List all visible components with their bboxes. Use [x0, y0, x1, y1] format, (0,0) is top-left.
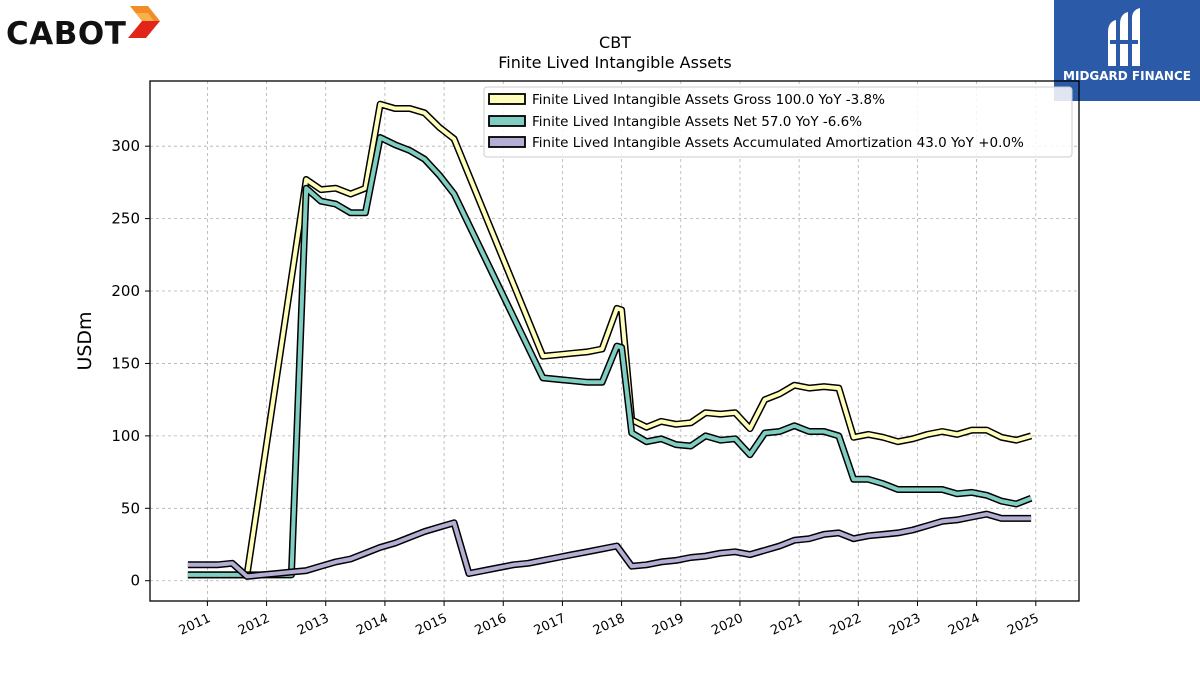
series-amortization: [187, 510, 1032, 580]
legend-label-gross: Finite Lived Intangible Assets Gross 100…: [532, 92, 885, 108]
y-tick-label: 100: [111, 427, 140, 445]
x-tick-label: 2011: [177, 611, 213, 639]
legend: Finite Lived Intangible Assets Gross 100…: [483, 86, 1073, 158]
y-tick-label: 250: [111, 210, 140, 228]
chart-title: CBT: [599, 33, 631, 52]
x-tick-label: 2021: [768, 611, 804, 639]
x-tick-label: 2012: [236, 611, 272, 639]
x-tick-label: 2018: [591, 611, 627, 639]
cabot-logo-text: CABOT: [6, 16, 127, 52]
midgard-finance-logo: MIDGARD FINANCE: [1054, 0, 1200, 101]
y-tick-label: 150: [111, 354, 140, 372]
y-tick-label: 300: [111, 137, 140, 155]
series-gross: [187, 100, 1033, 579]
y-axis-label: USDm: [74, 311, 96, 370]
legend-swatch-net: [488, 115, 526, 127]
midgard-emblem-icon: [1108, 8, 1140, 66]
x-tick-label: 2015: [413, 611, 449, 639]
x-tick-label: 2025: [1005, 611, 1041, 639]
x-tick-label: 2022: [828, 611, 864, 639]
x-tick-label: 2019: [650, 611, 686, 639]
cabot-flame-icon: [128, 6, 160, 38]
x-tick-label: 2017: [532, 611, 568, 639]
x-tick-label: 2024: [946, 611, 982, 639]
legend-label-amortization: Finite Lived Intangible Assets Accumulat…: [532, 135, 1024, 151]
series-gross-line: [187, 102, 1032, 577]
series-net: [187, 134, 1033, 579]
legend-swatch-amortization: [488, 136, 526, 148]
legend-box: [483, 86, 1073, 158]
x-axis-ticks: 2011 2012 2013 2014 2015 2016 2017 2018 2019 2020…: [177, 601, 1041, 639]
x-tick-label: 2016: [473, 611, 509, 639]
series-gross-outline: [187, 100, 1033, 579]
plot-frame: [149, 80, 1080, 602]
y-tick-label: 0: [130, 572, 140, 590]
y-tick-label: 50: [121, 499, 140, 517]
cabot-logo: CABOT: [4, 6, 164, 52]
series-net-outline: [187, 134, 1033, 579]
midgard-logo-text: MIDGARD FINANCE: [1063, 69, 1191, 83]
y-axis-ticks: 0 50 100 150 200 250 300: [111, 137, 150, 590]
legend-swatch-gross: [488, 93, 526, 105]
x-tick-label: 2013: [295, 611, 331, 639]
chart-subtitle: Finite Lived Intangible Assets: [498, 53, 731, 72]
series-amortization-line: [187, 512, 1032, 579]
legend-label-net: Finite Lived Intangible Assets Net 57.0 …: [532, 114, 862, 130]
series-net-line: [187, 135, 1032, 577]
series-lines: [187, 100, 1033, 580]
x-tick-label: 2014: [354, 611, 390, 639]
y-tick-label: 200: [111, 282, 140, 300]
x-tick-label: 2023: [887, 611, 923, 639]
x-tick-label: 2020: [709, 611, 745, 639]
